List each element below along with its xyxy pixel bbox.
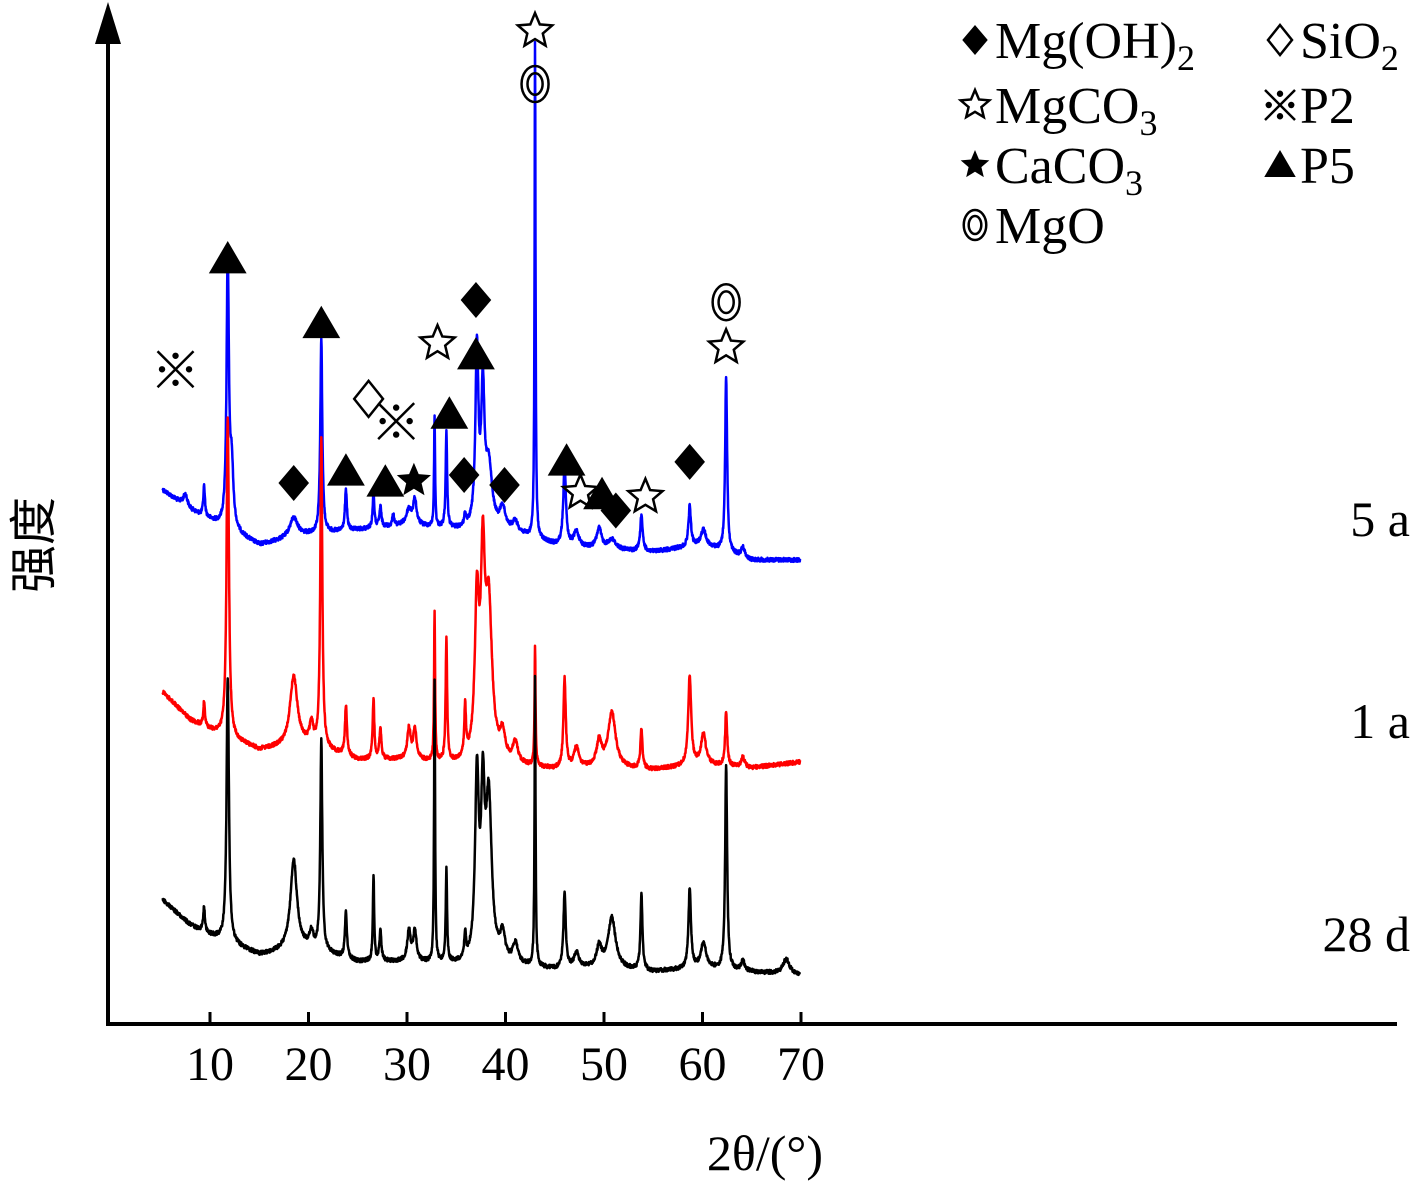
y-axis-label: 强度 — [8, 497, 61, 593]
x-tick-label-60: 60 — [679, 1038, 727, 1091]
annotation-diamond-filled-22 — [674, 443, 705, 480]
legend-symbol-6 — [962, 208, 988, 242]
x-axis-label: 2θ/(°) — [707, 1125, 823, 1181]
x-tick-label-10: 10 — [186, 1038, 234, 1091]
annotation-asterisk-x-0 — [156, 350, 195, 389]
legend-label-6: MgO — [995, 198, 1105, 255]
annotation-triangle-filled-10 — [430, 396, 469, 429]
annotation-triangle-filled-17 — [547, 443, 586, 476]
annotation-triangle-filled-3 — [302, 305, 341, 339]
x-tick-label-50: 50 — [580, 1038, 628, 1091]
legend-symbol-2 — [957, 86, 993, 120]
legend-symbol-1 — [1266, 22, 1294, 58]
series-label-28d: 28 d — [1323, 906, 1411, 962]
legend: Mg(OH)2 SiO2 MgCO3 P2 CaCO3 P5 MgO — [957, 13, 1399, 255]
series-line-1a — [161, 416, 802, 772]
annotation-star-open-15 — [514, 9, 556, 49]
legend-symbol-4 — [960, 150, 990, 178]
x-tick-label-40: 40 — [482, 1038, 530, 1091]
annotation-diamond-filled-20 — [600, 492, 632, 529]
legend-label-4: CaCO3 — [995, 138, 1143, 203]
series-label-1a: 1 a — [1350, 693, 1410, 749]
annotation-star-open-9 — [417, 321, 458, 361]
annotation-star-filled-8 — [396, 462, 431, 496]
annotation-double-circle-24 — [711, 282, 741, 322]
annotation-star-open-21 — [625, 475, 666, 514]
axes — [95, 2, 1397, 1026]
series-label-5a: 5 a — [1350, 491, 1410, 547]
series-labels: 5 a 1 a 28 d — [1323, 491, 1411, 962]
x-tick-label-30: 30 — [383, 1038, 431, 1091]
annotation-diamond-filled-14 — [489, 467, 520, 503]
legend-symbol-0 — [962, 25, 988, 55]
y-axis-arrow — [95, 2, 121, 44]
annotation-triangle-filled-1 — [208, 241, 247, 274]
annotation-star-open-23 — [705, 325, 747, 365]
x-tick-label-20: 20 — [285, 1038, 333, 1091]
legend-label-0: Mg(OH)2 — [995, 13, 1195, 78]
annotation-diamond-filled-11 — [448, 457, 480, 493]
legend-label-3: P2 — [1300, 78, 1355, 135]
legend-label-2: MgCO3 — [995, 78, 1157, 143]
peak-annotations — [156, 9, 747, 529]
annotation-triangle-filled-6 — [366, 464, 405, 497]
series-line-5a — [161, 40, 802, 564]
series-line-28d — [161, 674, 802, 977]
annotation-star-open-18 — [560, 471, 601, 510]
annotation-diamond-filled-13 — [460, 282, 492, 318]
annotation-diamond-filled-2 — [278, 465, 310, 501]
series-group — [161, 40, 802, 977]
legend-symbol-5 — [1264, 150, 1296, 177]
annotation-double-circle-16 — [520, 64, 550, 104]
annotation-triangle-filled-12 — [457, 337, 495, 370]
annotation-triangle-filled-4 — [327, 453, 365, 486]
legend-symbol-3 — [1264, 89, 1296, 121]
legend-label-5: P5 — [1300, 138, 1355, 195]
annotation-asterisk-x-7 — [377, 402, 416, 440]
annotation-diamond-open-5 — [352, 378, 385, 419]
legend-label-1: SiO2 — [1300, 13, 1399, 78]
x-ticks: 10 20 30 40 50 60 70 — [186, 1012, 825, 1091]
x-tick-label-70: 70 — [777, 1038, 825, 1091]
